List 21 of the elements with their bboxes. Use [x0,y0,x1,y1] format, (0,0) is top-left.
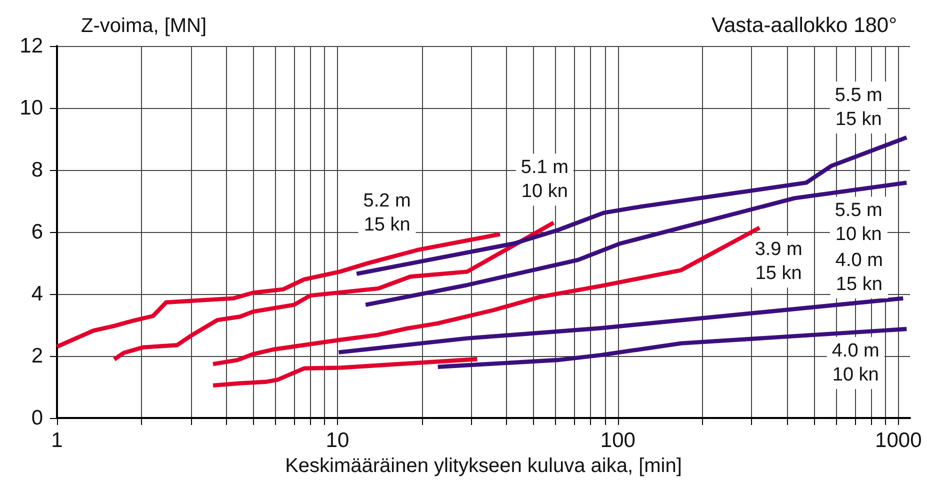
y-tick-label: 4 [31,282,44,306]
y-tick-label: 0 [31,406,43,430]
series-label: 4.0 m 10 kn [832,340,880,386]
series-label: 5.2 m 15 kn [363,190,411,236]
series-label: 5.1 m 10 kn [520,157,568,202]
series-label: 3.9 m 15 kn [754,239,802,284]
series-label: 4.0 m 15 kn [835,250,883,295]
chart-title: Vasta-aallokko 180° [712,14,897,37]
x-tick-label: 10 [326,429,350,452]
x-axis-title: Keskimääräinen ylitykseen kuluva aika, [min] [285,455,682,477]
series-label: 5.5 m 10 kn [834,200,882,246]
y-tick-label: 8 [31,158,43,182]
y-tick-label: 2 [31,344,43,368]
y-axis-title: Z-voima, [MN] [81,15,207,37]
x-tick-label: 1000 [875,429,922,452]
y-tick-label: 6 [31,220,43,244]
y-tick-label: 10 [20,96,43,120]
y-tick-label: 12 [20,34,43,58]
x-tick-label: 1 [51,429,63,452]
x-tick-label: 100 [600,429,636,452]
series-label: 5.5 m 15 kn [834,84,882,130]
